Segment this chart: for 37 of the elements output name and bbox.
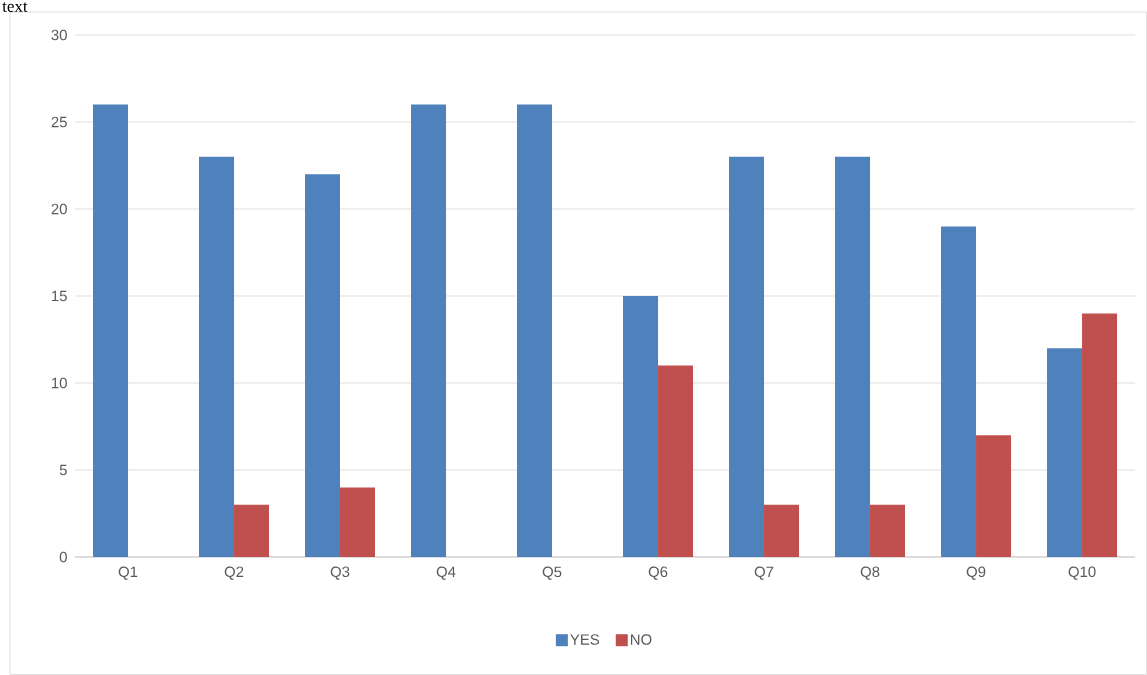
x-tick-label: Q6 xyxy=(648,566,668,580)
y-tick-label: 5 xyxy=(59,464,67,476)
x-tick-label: Q1 xyxy=(118,566,138,580)
bar xyxy=(305,174,341,557)
bar xyxy=(1047,348,1083,557)
bar xyxy=(234,504,270,557)
bar xyxy=(199,156,235,557)
bar xyxy=(870,504,906,557)
x-tick-label: Q8 xyxy=(860,566,880,580)
text: text xyxy=(2,2,28,12)
bar xyxy=(764,504,800,557)
bar xyxy=(658,365,694,557)
bar xyxy=(729,156,765,557)
y-tick-label: 15 xyxy=(52,290,67,302)
bar xyxy=(976,435,1012,557)
y-tick-label: 25 xyxy=(51,116,67,128)
x-tick-label: Q2 xyxy=(224,566,244,580)
bar xyxy=(835,156,871,557)
bar xyxy=(517,104,553,557)
x-tick-label: Q3 xyxy=(330,566,350,580)
bar xyxy=(1082,313,1118,557)
legend-label: NO xyxy=(630,634,652,645)
bar xyxy=(411,104,447,557)
y-tick-label: 20 xyxy=(51,203,67,215)
x-tick-label: Q4 xyxy=(436,566,456,580)
bar xyxy=(941,226,977,557)
legend-label: YES xyxy=(570,634,600,645)
x-tick-label: Q10 xyxy=(1068,566,1096,580)
bar xyxy=(93,104,129,557)
y-tick-label: 0 xyxy=(59,551,67,563)
x-tick-label: Q7 xyxy=(754,566,774,580)
bar xyxy=(623,295,659,557)
bar xyxy=(340,487,376,557)
y-tick-label: 30 xyxy=(51,29,67,41)
y-tick-label: 10 xyxy=(52,377,67,389)
x-tick-label: Q9 xyxy=(966,566,986,580)
x-tick-label: Q5 xyxy=(542,566,562,580)
